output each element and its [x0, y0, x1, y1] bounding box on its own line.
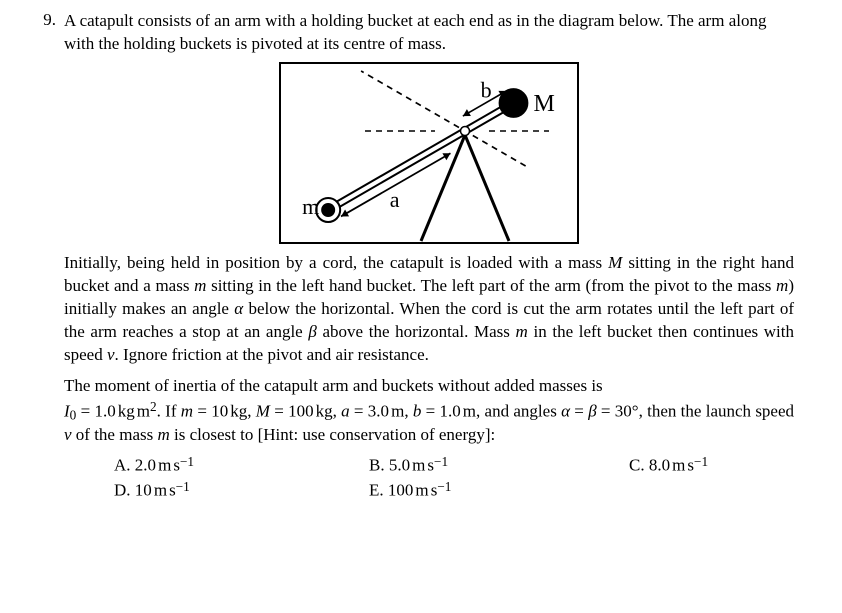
option-c: C. 8.0ms−1 — [629, 453, 789, 478]
svg-text:b: b — [481, 77, 492, 102]
svg-text:a: a — [390, 187, 400, 212]
option-b: B. 5.0ms−1 — [369, 453, 629, 478]
question-body: A catapult consists of an arm with a hol… — [64, 10, 794, 502]
option-d: D. 10ms−1 — [114, 478, 369, 503]
diagram-wrap: m Ma b — [64, 62, 794, 244]
page: 9. A catapult consists of an arm with a … — [0, 0, 842, 512]
question-intro: A catapult consists of an arm with a hol… — [64, 10, 794, 56]
option-e: E. 100ms−1 — [369, 478, 629, 503]
catapult-diagram: m Ma b — [279, 62, 579, 244]
paragraph-1: Initially, being held in position by a c… — [64, 252, 794, 367]
catapult-svg: m Ma b — [281, 64, 577, 242]
option-a: A. 2.0ms−1 — [114, 453, 369, 478]
question-number: 9. — [28, 10, 64, 502]
question-row: 9. A catapult consists of an arm with a … — [28, 10, 794, 502]
svg-text:m: m — [302, 194, 319, 219]
options: A. 2.0ms−1 B. 5.0ms−1 C. 8.0ms−1 D. 10ms… — [64, 453, 794, 502]
paragraph-2: The moment of inertia of the catapult ar… — [64, 375, 794, 447]
svg-text:M: M — [533, 91, 554, 117]
